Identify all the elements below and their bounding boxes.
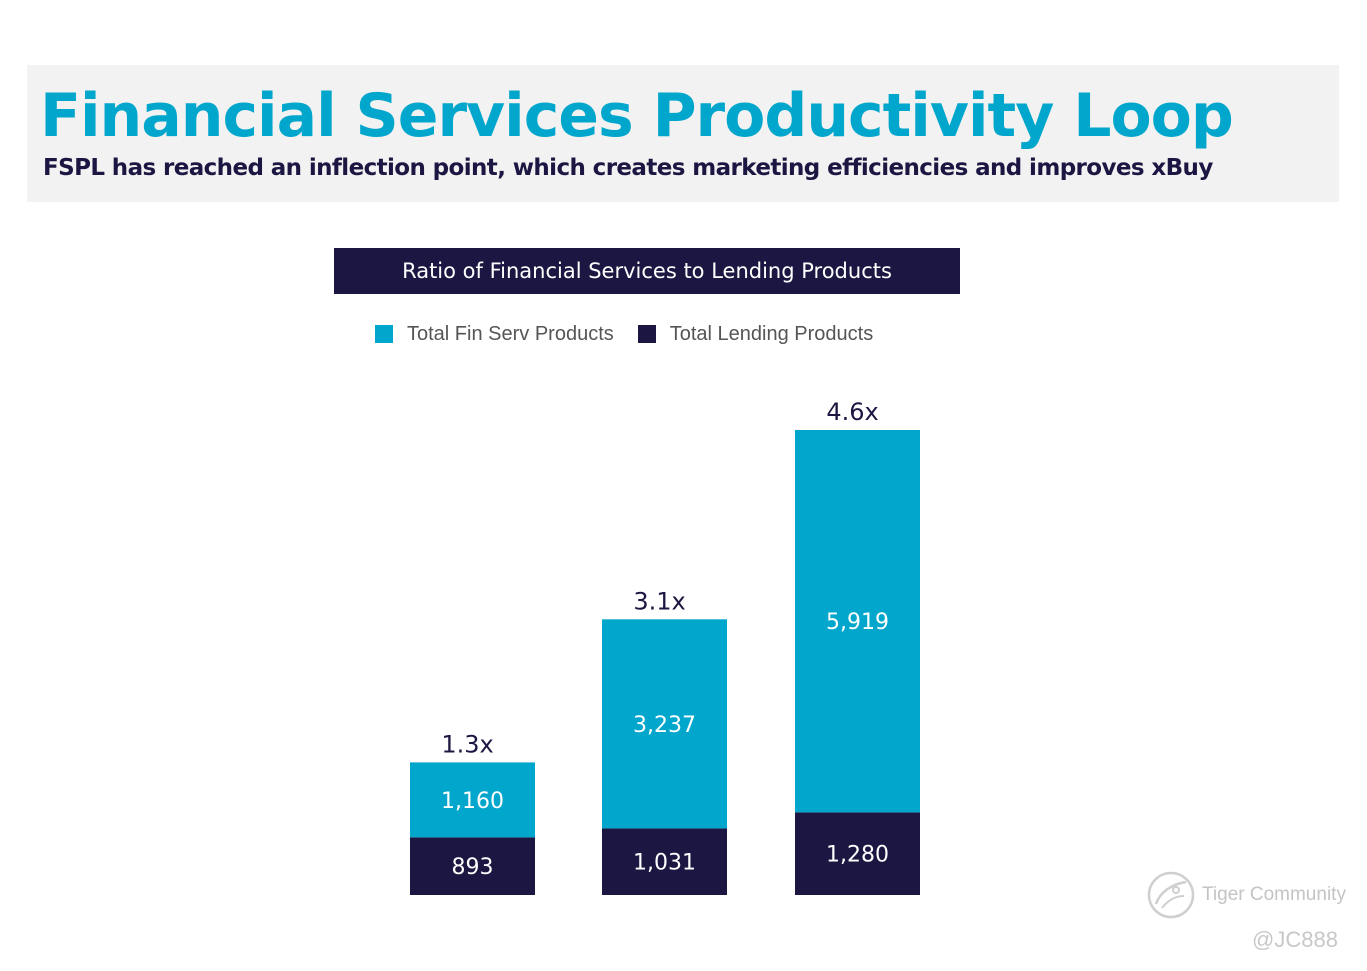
- chart-legend: Total Fin Serv Products Total Lending Pr…: [375, 320, 897, 348]
- page-title: Financial Services Productivity Loop: [40, 81, 1234, 151]
- legend-label-lending: Total Lending Products: [669, 322, 874, 345]
- data-label-lending-0: 893: [452, 855, 494, 880]
- bar-lending-1: [602, 828, 727, 895]
- ratio-label-1: 3.1x: [633, 587, 685, 615]
- data-label-finserv-1: 3,237: [633, 713, 696, 738]
- data-label-finserv-0: 1,160: [441, 789, 504, 814]
- tiger-logo-icon: [1147, 871, 1195, 919]
- ratio-label-0: 1.3x: [441, 730, 493, 758]
- watermark: Tiger Community: [1146, 870, 1346, 920]
- legend-swatch-fin-serv: [375, 325, 393, 343]
- data-label-lending-1: 1,031: [633, 851, 696, 876]
- bar-finserv-1: [602, 619, 727, 829]
- watermark-brand: Tiger Community: [1202, 884, 1346, 905]
- ratio-label-2: 4.6x: [826, 398, 878, 426]
- watermark-handle: @JC888: [1252, 927, 1338, 952]
- data-label-lending-2: 1,280: [826, 843, 889, 868]
- data-label-finserv-2: 5,919: [826, 610, 889, 635]
- legend-swatch-lending: [637, 325, 656, 343]
- bar-finserv-2: [795, 430, 920, 813]
- bar-lending-2: [795, 812, 920, 895]
- legend-item-fin-serv: Total Fin Serv Products: [375, 323, 614, 346]
- legend-label-fin-serv: Total Fin Serv Products: [407, 322, 614, 345]
- legend-item-lending: Total Lending Products: [637, 322, 874, 346]
- chart-title: Ratio of Financial Services to Lending P…: [334, 248, 960, 294]
- bar-finserv-0: [410, 762, 535, 838]
- page-subtitle: FSPL has reached an inflection point, wh…: [43, 155, 1213, 181]
- header-band: [27, 65, 1339, 202]
- bar-lending-0: [410, 837, 535, 895]
